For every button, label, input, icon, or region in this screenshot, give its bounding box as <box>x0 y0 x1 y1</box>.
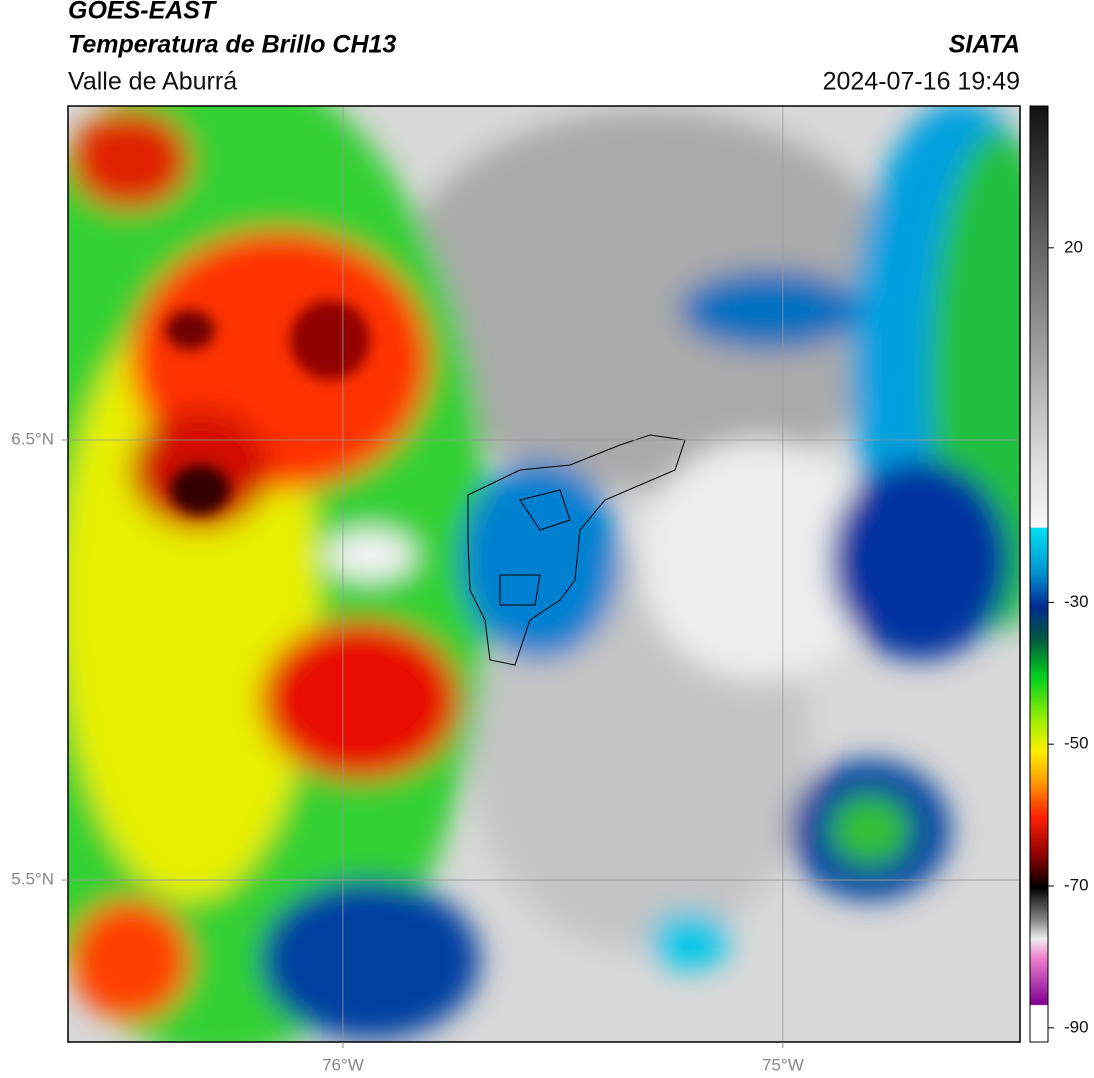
region: Valle de Aburrá <box>68 68 237 96</box>
source: SIATA <box>949 31 1020 59</box>
colorbar-tick-label: -90 <box>1064 1017 1089 1036</box>
y-tick-label: 6.5°N <box>11 429 54 448</box>
datetime: 2024-07-16 19:49 <box>823 68 1020 96</box>
x-tick-label: 75°W <box>762 1055 804 1074</box>
colorbar-tick-label: -50 <box>1064 734 1089 753</box>
satellite-image <box>68 106 1020 1042</box>
colorbar-tick-label: -30 <box>1064 592 1089 611</box>
map-frame <box>67 105 1021 1043</box>
subtitle: Temperatura de Brillo CH13 <box>68 31 396 59</box>
map-grid <box>68 106 1020 1042</box>
y-tick-label: 5.5°N <box>11 870 54 889</box>
colorbar <box>1029 105 1049 1043</box>
colorbar-tick-label: -70 <box>1064 875 1089 894</box>
x-tick-label: 76°W <box>322 1055 364 1074</box>
colorbar-tick-label: 20 <box>1064 237 1083 256</box>
title: GOES-EAST <box>68 0 218 25</box>
